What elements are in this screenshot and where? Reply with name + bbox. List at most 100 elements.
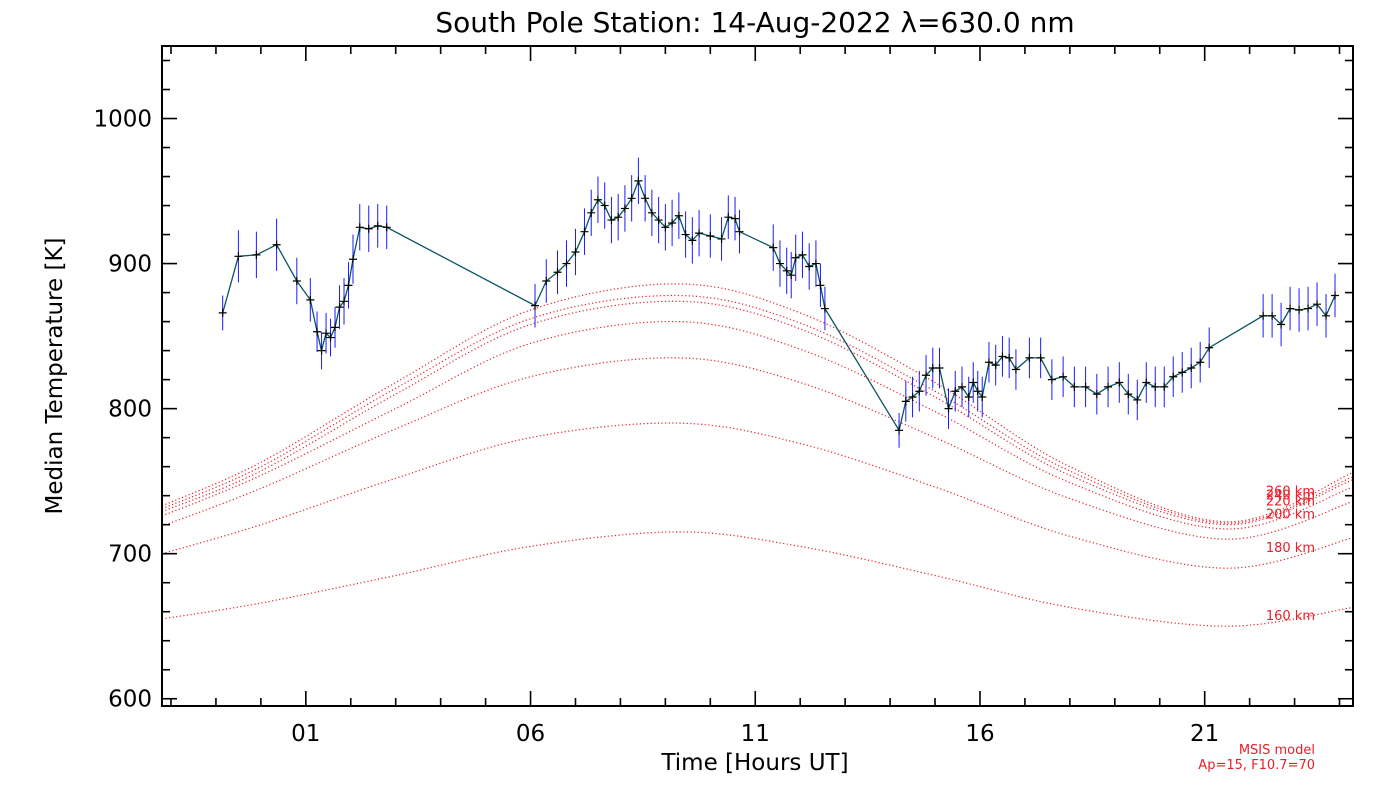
model-curve	[161, 320, 1354, 530]
data-point	[326, 333, 335, 342]
data-point	[895, 426, 904, 435]
data-point	[562, 259, 571, 268]
data-point	[820, 304, 829, 313]
data-point	[1142, 378, 1151, 387]
data-point	[964, 393, 973, 402]
data-point	[355, 223, 364, 232]
data-point	[252, 250, 261, 259]
x-axis-title: Time [Hours UT]	[660, 750, 848, 776]
data-point	[973, 387, 982, 396]
data-point	[382, 223, 391, 232]
data-point	[922, 371, 931, 380]
data-point	[1277, 320, 1286, 329]
chart-title: South Pole Station: 14-Aug-2022 λ=630.0 …	[435, 6, 1074, 39]
data-point	[951, 387, 960, 396]
data-point	[798, 250, 807, 259]
data-point	[1205, 343, 1214, 352]
temperature-line	[222, 179, 1336, 433]
data-point	[587, 208, 596, 217]
data-point	[1011, 365, 1020, 374]
x-tick-label: 16	[965, 721, 994, 747]
data-point	[234, 252, 243, 261]
x-tick-label: 21	[1190, 721, 1219, 747]
data-point	[984, 358, 993, 367]
data-point	[969, 378, 978, 387]
x-tick-label: 06	[516, 721, 545, 747]
data-point	[542, 276, 551, 285]
data-point	[908, 393, 917, 402]
x-tick-label: 11	[741, 721, 770, 747]
data-point	[787, 271, 796, 280]
data-point	[805, 262, 814, 271]
data-point	[998, 352, 1007, 361]
data-point	[1178, 368, 1187, 377]
data-point	[731, 214, 740, 223]
data-point	[1322, 311, 1331, 320]
data-point	[928, 364, 937, 373]
data-point	[322, 329, 331, 338]
data-point	[614, 213, 623, 222]
data-point	[317, 346, 326, 355]
data-point	[811, 259, 820, 268]
data-point	[1187, 364, 1196, 373]
data-point	[1313, 300, 1322, 309]
data-point	[335, 303, 344, 312]
data-point	[935, 364, 944, 373]
data-point	[580, 227, 589, 236]
data-point	[1331, 291, 1340, 300]
data-point	[661, 223, 670, 232]
data-point	[915, 387, 924, 396]
data-point	[1151, 382, 1160, 391]
data-point	[735, 227, 744, 236]
data-point	[600, 201, 609, 210]
model-curve-label: 220 km	[1266, 494, 1315, 509]
data-point	[306, 295, 315, 304]
data-point	[620, 204, 629, 213]
data-point	[647, 208, 656, 217]
data-point	[340, 297, 349, 306]
data-point	[553, 268, 562, 277]
data-point	[1036, 353, 1045, 362]
data-point	[775, 259, 784, 268]
measurement-series	[218, 157, 1340, 448]
y-tick-label: 1000	[93, 107, 152, 133]
data-point	[1070, 382, 1079, 391]
model-curve-label: 240 km	[1266, 489, 1315, 504]
data-point	[1025, 353, 1034, 362]
model-curve	[161, 531, 1354, 627]
y-tick-label: 900	[108, 252, 152, 278]
axes: 01 06 11 16 21 600 700 800 900 1000	[93, 46, 1353, 747]
model-curve	[161, 283, 1354, 523]
data-point	[1268, 311, 1277, 320]
model-curve	[161, 422, 1354, 569]
model-curve-label: 180 km	[1266, 541, 1315, 556]
data-point	[1005, 353, 1014, 362]
data-point	[706, 232, 715, 241]
data-point	[634, 176, 643, 185]
data-point	[695, 229, 704, 238]
data-point	[1196, 358, 1205, 367]
data-point	[688, 236, 697, 245]
data-point	[791, 253, 800, 262]
data-point	[344, 281, 353, 290]
model-curve	[161, 357, 1354, 540]
data-point	[1259, 311, 1268, 320]
data-point	[978, 393, 987, 402]
data-point	[769, 243, 778, 252]
data-point	[292, 276, 301, 285]
data-point	[331, 323, 340, 332]
data-point	[654, 216, 663, 225]
data-point	[944, 404, 953, 413]
data-point	[531, 301, 540, 310]
model-curve-label: 200 km	[1266, 508, 1315, 523]
data-point	[674, 211, 683, 220]
model-curve	[161, 300, 1354, 526]
y-tick-label: 800	[108, 397, 152, 423]
model-curve	[161, 294, 1354, 524]
data-point	[373, 221, 382, 230]
data-point	[1115, 378, 1124, 387]
data-point	[1169, 372, 1178, 381]
data-point	[1047, 375, 1056, 384]
